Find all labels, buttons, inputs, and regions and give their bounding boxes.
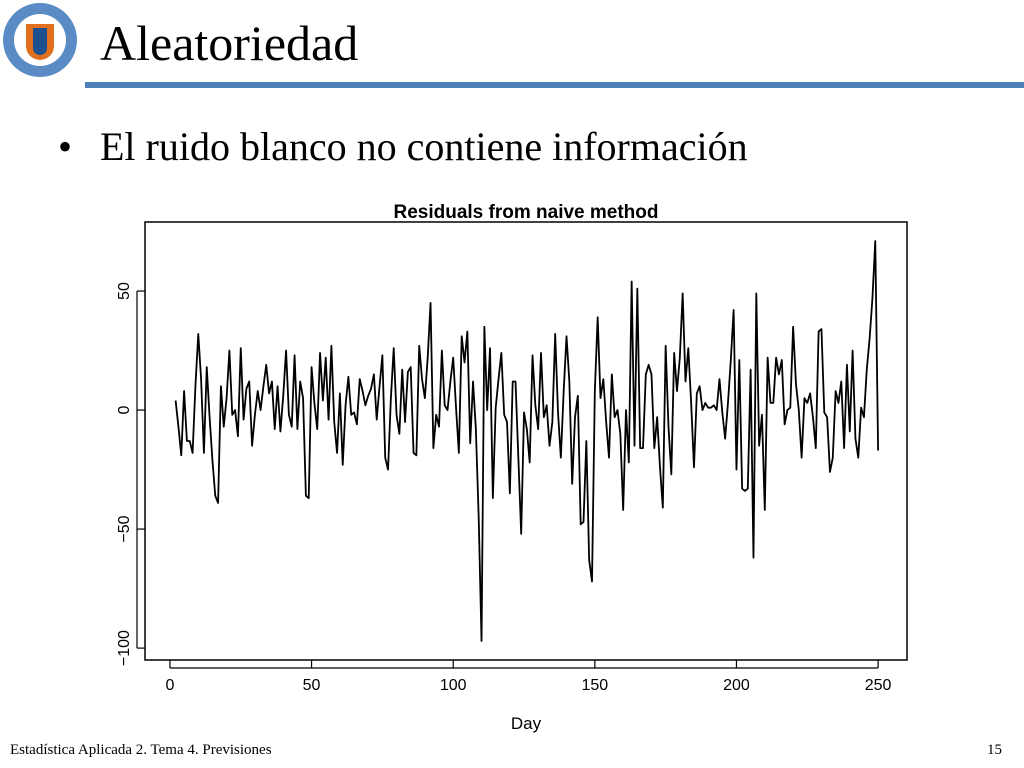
x-tick-label: 200 [723, 677, 750, 694]
page-number: 15 [987, 742, 1002, 758]
footer: Estadística Aplicada 2. Tema 4. Previsio… [10, 742, 272, 758]
title-bar [85, 82, 1024, 88]
plot-frame [144, 221, 908, 661]
x-tick-label: 150 [581, 677, 608, 694]
logo-u [33, 28, 47, 55]
slide-title: Aleatoriedad [100, 15, 358, 71]
x-tick-label: 0 [165, 677, 174, 694]
chart-title: Residuals from naive method [393, 202, 658, 223]
y-tick-label: −50 [116, 515, 133, 542]
bullet-text: El ruido blanco no contiene información [100, 124, 748, 169]
bullet-mark: • [58, 124, 72, 169]
y-tick-label: 0 [116, 406, 133, 415]
x-axis-label: Day [511, 714, 542, 733]
y-tick-label: −100 [116, 630, 133, 666]
x-tick-label: 100 [440, 677, 467, 694]
x-tick-label: 50 [303, 677, 321, 694]
x-tick-label: 250 [865, 677, 892, 694]
residual-line [174, 240, 880, 642]
y-tick-label: 50 [116, 282, 133, 300]
logo [3, 3, 77, 77]
